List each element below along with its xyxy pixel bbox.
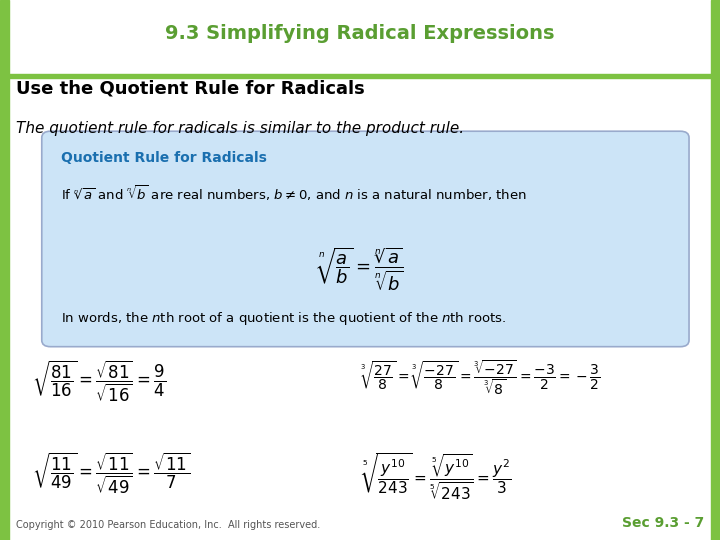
FancyBboxPatch shape — [42, 131, 689, 347]
Text: If $\sqrt[n]{a}$ and $\sqrt[n]{b}$ are real numbers, $b \neq 0$, and $n$ is a na: If $\sqrt[n]{a}$ and $\sqrt[n]{b}$ are r… — [61, 184, 527, 204]
Text: $\sqrt[3]{\dfrac{27}{8}} = \sqrt[3]{\dfrac{-27}{8}} = \dfrac{\sqrt[3]{-27}}{\sqr: $\sqrt[3]{\dfrac{27}{8}} = \sqrt[3]{\dfr… — [360, 359, 600, 397]
Bar — [0, 0, 9, 540]
Text: In words, the $n$th root of a quotient is the quotient of the $n$th roots.: In words, the $n$th root of a quotient i… — [61, 310, 506, 327]
Text: $\sqrt[n]{\dfrac{a}{b}} = \dfrac{\sqrt[n]{a}}{\sqrt[n]{b}}$: $\sqrt[n]{\dfrac{a}{b}} = \dfrac{\sqrt[n… — [317, 246, 403, 293]
Text: $\sqrt[5]{\dfrac{y^{10}}{243}} = \dfrac{\sqrt[5]{y^{10}}}{\sqrt[5]{243}} = \dfra: $\sqrt[5]{\dfrac{y^{10}}{243}} = \dfrac{… — [360, 451, 511, 502]
Text: Quotient Rule for Radicals: Quotient Rule for Radicals — [61, 151, 267, 165]
Text: Sec 9.3 - 7: Sec 9.3 - 7 — [622, 516, 704, 530]
Text: 9.3 Simplifying Radical Expressions: 9.3 Simplifying Radical Expressions — [166, 24, 554, 43]
Bar — [9, 74, 711, 78]
Text: $\sqrt{\dfrac{81}{16}} = \dfrac{\sqrt{81}}{\sqrt{16}} = \dfrac{9}{4}$: $\sqrt{\dfrac{81}{16}} = \dfrac{\sqrt{81… — [32, 359, 166, 404]
Text: $\sqrt{\dfrac{11}{49}} = \dfrac{\sqrt{11}}{\sqrt{49}} = \dfrac{\sqrt{11}}{7}$: $\sqrt{\dfrac{11}{49}} = \dfrac{\sqrt{11… — [32, 451, 191, 496]
Text: Copyright © 2010 Pearson Education, Inc.  All rights reserved.: Copyright © 2010 Pearson Education, Inc.… — [16, 520, 320, 530]
Bar — [711, 0, 720, 540]
Text: The quotient rule for radicals is similar to the product rule.: The quotient rule for radicals is simila… — [16, 122, 464, 137]
Text: Use the Quotient Rule for Radicals: Use the Quotient Rule for Radicals — [16, 79, 364, 97]
